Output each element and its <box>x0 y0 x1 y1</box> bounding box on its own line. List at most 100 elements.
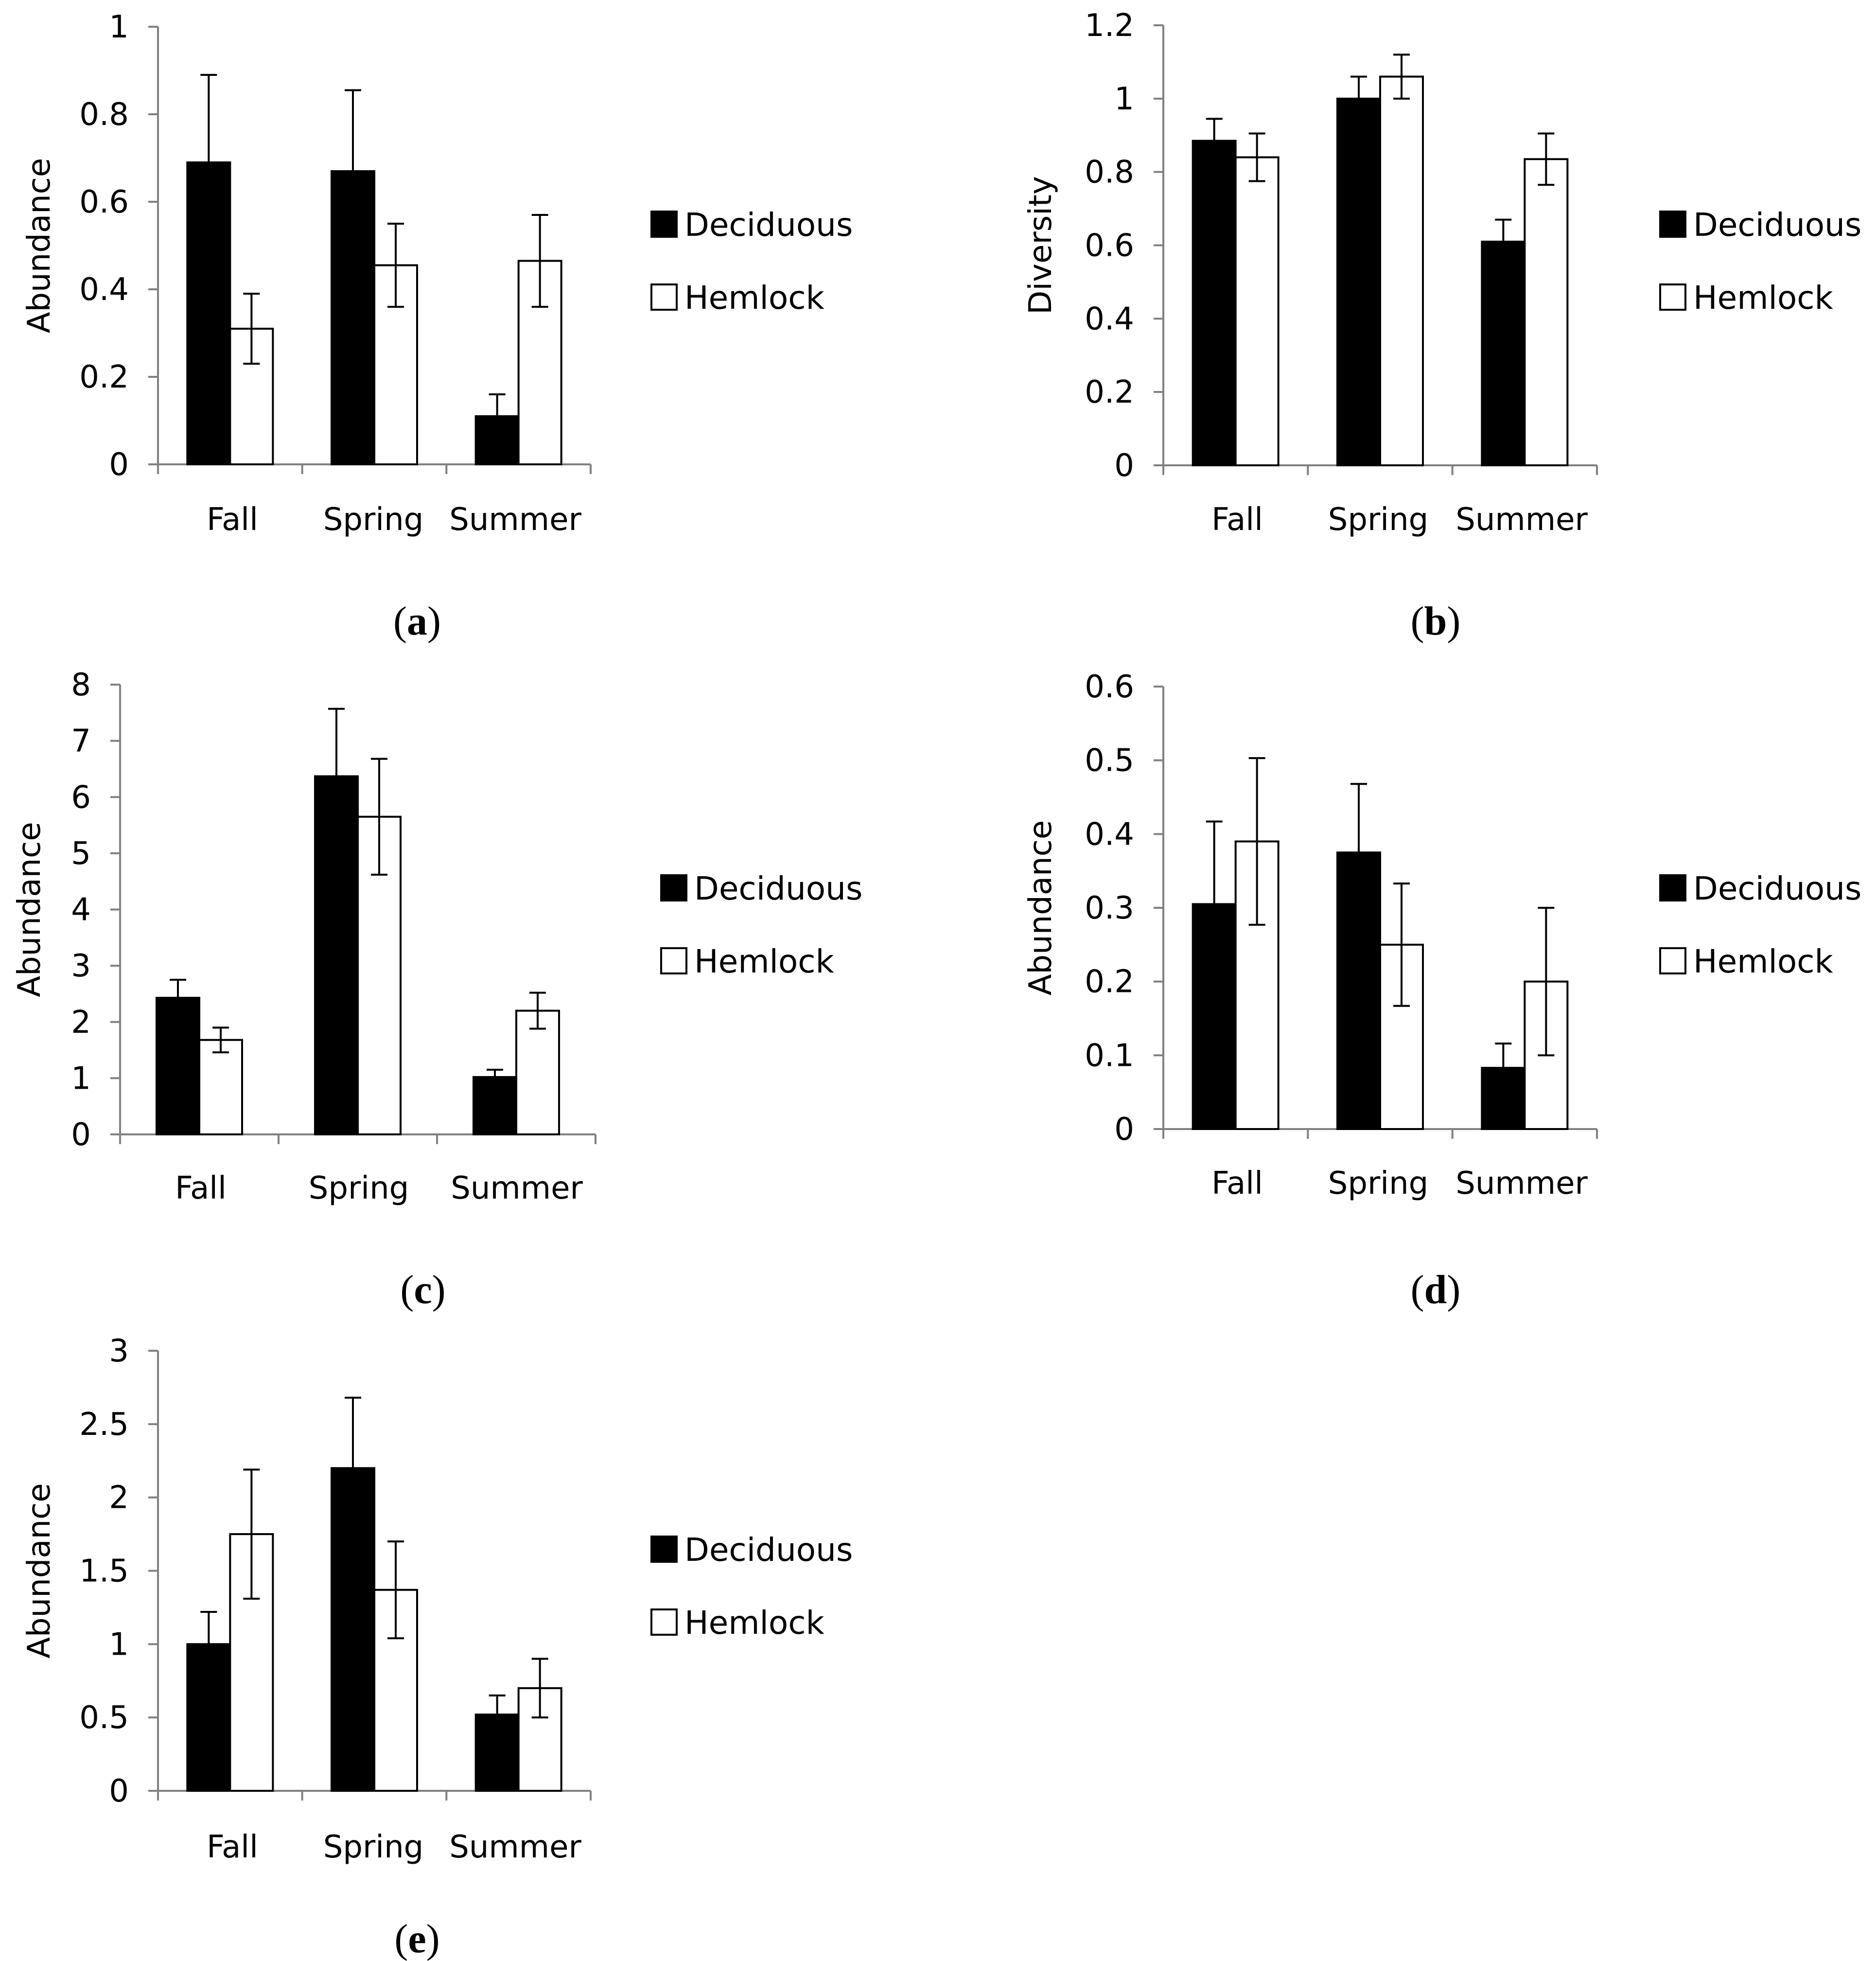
panel-label-part: ) <box>426 1916 440 1961</box>
legend-label-hemlock: Hemlock <box>1693 279 1834 317</box>
legend-swatch-hemlock <box>650 1608 678 1636</box>
x-tick-label: Fall <box>175 1170 227 1206</box>
panel-label-part: ( <box>394 1916 408 1961</box>
bar-hemlock-summer <box>1524 158 1569 467</box>
panel-label-part: d <box>1424 1267 1447 1312</box>
y-tick-label: 0.2 <box>1085 964 1134 1000</box>
panel-label-part: e <box>408 1916 426 1961</box>
chart-panel-c: 0 1 2 3 4 5 6 7 8 Fall Spring Summer Abundance Decidu… <box>12 667 862 1312</box>
y-tick-label: 2.5 <box>79 1407 129 1443</box>
y-axis-title: Abundance <box>1023 820 1059 996</box>
y-tick-label: 0 <box>109 1773 129 1809</box>
legend-label-deciduous: Deciduous <box>684 1531 853 1569</box>
legend-label-deciduous: Deciduous <box>694 870 862 907</box>
x-tick-label: Summer <box>451 1170 583 1206</box>
y-axis-title: Abundance <box>12 822 48 997</box>
y-tick-label: 1 <box>71 1060 91 1096</box>
x-tick-label: Spring <box>309 1170 409 1206</box>
y-tick-label: 3 <box>109 1333 129 1369</box>
y-tick-label: 0.6 <box>1085 669 1134 705</box>
legend-swatch-hemlock <box>1659 283 1686 311</box>
x-tick-label: Spring <box>323 1829 424 1865</box>
y-tick-label: 4 <box>71 892 91 928</box>
panel-label: (c) <box>400 1267 445 1312</box>
panel-label-part: b <box>1424 599 1447 644</box>
panel-label-part: ) <box>1447 1267 1460 1312</box>
legend-swatch-deciduous <box>1659 211 1686 238</box>
x-tick-label: Summer <box>449 502 581 538</box>
y-tick-label: 1 <box>109 9 129 45</box>
y-tick-label: 5 <box>71 836 91 872</box>
bar-deciduous-fall <box>1192 140 1237 466</box>
legend-swatch-hemlock <box>660 947 687 974</box>
panel-label-part: ( <box>1411 599 1424 644</box>
y-tick-label: 0.5 <box>1085 743 1134 779</box>
y-tick-label: 1.5 <box>79 1554 129 1590</box>
x-tick-label: Fall <box>207 502 258 538</box>
x-tick-label: Summer <box>1455 1166 1588 1201</box>
legend-label-hemlock: Hemlock <box>1693 943 1834 980</box>
panel-label-part: ( <box>400 1267 414 1312</box>
panel-label: (a) <box>393 599 441 644</box>
panel-label-part: a <box>407 599 427 644</box>
panel-label-part: ) <box>432 1267 446 1312</box>
legend-label-deciduous: Deciduous <box>1693 206 1861 244</box>
legend-label-hemlock: Hemlock <box>694 943 835 980</box>
y-tick-label: 7 <box>71 724 91 760</box>
y-tick-label: 0 <box>109 447 129 483</box>
bar-hemlock-spring <box>1379 75 1424 467</box>
bar-hemlock-fall <box>1234 156 1280 466</box>
panel-label-part: ) <box>1447 599 1460 644</box>
x-tick-label: Fall <box>207 1829 258 1865</box>
chart-panel-a: 0 0.2 0.4 0.6 0.8 1 Fall Spring Summer Abundance D… <box>21 9 853 644</box>
y-tick-label: 2 <box>109 1480 129 1516</box>
legend-swatch-deciduous <box>660 874 687 901</box>
y-axis-title: Abundance <box>21 158 57 334</box>
y-tick-label: 1 <box>1114 81 1134 117</box>
legend-swatch-deciduous <box>650 211 678 238</box>
legend-label-hemlock: Hemlock <box>684 1604 825 1642</box>
panel-label: (b) <box>1411 599 1461 644</box>
legend-swatch-hemlock <box>650 283 678 311</box>
y-tick-label: 0.8 <box>1085 155 1134 191</box>
y-tick-label: 0.5 <box>79 1700 129 1736</box>
y-tick-label: 0.6 <box>1085 228 1134 264</box>
bar-deciduous-summer <box>1481 240 1526 466</box>
y-tick-label: 8 <box>71 667 91 703</box>
y-tick-label: 0.3 <box>1085 890 1134 926</box>
y-tick-label: 2 <box>71 1005 91 1041</box>
legend-swatch-deciduous <box>1659 874 1686 901</box>
y-tick-label: 6 <box>71 779 91 815</box>
y-tick-label: 0.4 <box>1085 816 1134 852</box>
panel-label: (d) <box>1411 1267 1461 1312</box>
legend-label-deciduous: Deciduous <box>1693 870 1861 907</box>
y-tick-label: 0.4 <box>79 272 129 308</box>
y-axis-title: Diversity <box>1023 176 1059 315</box>
x-tick-label: Spring <box>323 502 424 538</box>
x-tick-label: Spring <box>1328 1166 1429 1201</box>
x-tick-label: Fall <box>1211 502 1263 538</box>
panel-label-part: ) <box>427 599 441 644</box>
y-tick-label: 1.2 <box>1085 8 1134 44</box>
chart-panel-d: 0 0.1 0.2 0.3 0.4 0.5 0.6 Fall Spring Summer Abund… <box>1023 669 1861 1312</box>
x-tick-label: Summer <box>449 1829 581 1865</box>
y-tick-label: 0.2 <box>1085 374 1134 410</box>
bar-deciduous-fall <box>156 997 200 1135</box>
y-tick-label: 0.8 <box>79 97 129 133</box>
x-tick-label: Fall <box>1211 1166 1263 1201</box>
bar-hemlock-fall <box>198 1039 243 1135</box>
legend-label-hemlock: Hemlock <box>684 279 825 317</box>
y-tick-label: 0.6 <box>79 184 129 220</box>
panel-label-part: ( <box>1411 1267 1424 1312</box>
panel-label-part: c <box>414 1267 432 1312</box>
y-tick-label: 1 <box>109 1626 129 1662</box>
chart-panel-b: 0 0.2 0.4 0.6 0.8 1 1.2 Fall Spring Summer Diversi… <box>1023 8 1861 644</box>
y-tick-label: 3 <box>71 948 91 984</box>
chart-panel-e: 0 0.5 1 1.5 2 2.5 3 Fall Spring Summer Abundance De… <box>21 1333 853 1961</box>
x-tick-label: Spring <box>1328 502 1429 538</box>
bar-deciduous-spring <box>1336 97 1381 467</box>
legend-label-deciduous: Deciduous <box>684 206 853 244</box>
panel-label-part: ( <box>393 599 407 644</box>
bar-deciduous-summer <box>473 1076 517 1135</box>
